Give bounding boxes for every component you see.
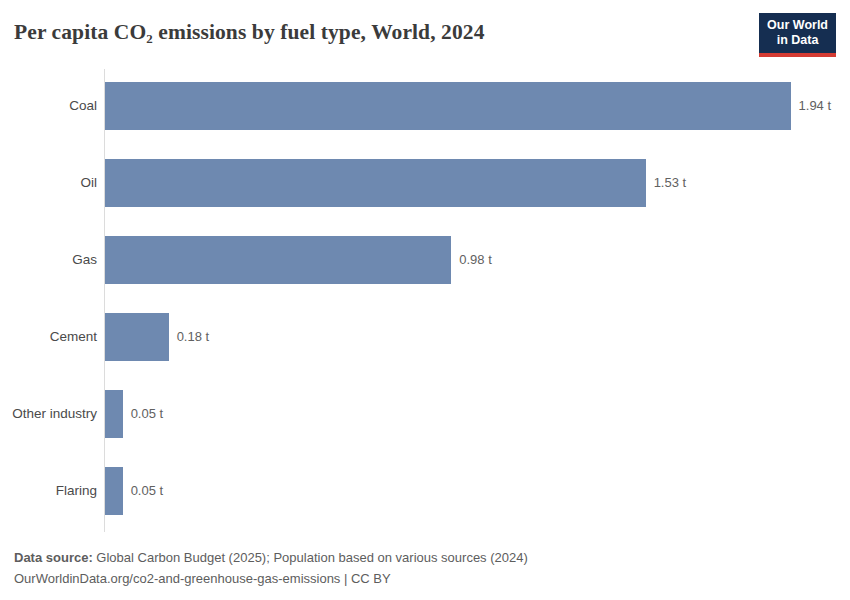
chart-row: Oil 1.53 t xyxy=(0,144,834,221)
data-source-line: Data source: Global Carbon Budget (2025)… xyxy=(14,547,836,568)
bar-track: 1.94 t xyxy=(105,82,834,130)
chart-row: Cement 0.18 t xyxy=(0,298,834,375)
chart-page: Per capita CO₂ emissions by fuel type, W… xyxy=(0,0,850,600)
bar[interactable] xyxy=(105,236,451,284)
data-source-text: Global Carbon Budget (2025); Population … xyxy=(93,550,528,565)
y-axis-line xyxy=(104,69,105,532)
bar-chart: Coal 1.94 t Oil 1.53 t Gas 0.98 t Cement 0.18 t… xyxy=(0,67,850,529)
bar[interactable] xyxy=(105,313,169,361)
bar-track: 0.05 t xyxy=(105,390,834,438)
value-label: 1.53 t xyxy=(654,175,687,190)
bar[interactable] xyxy=(105,82,791,130)
category-label: Gas xyxy=(0,252,105,267)
bar-track: 0.98 t xyxy=(105,236,834,284)
category-label: Oil xyxy=(0,175,105,190)
header: Per capita CO₂ emissions by fuel type, W… xyxy=(0,0,850,66)
data-source-label: Data source: xyxy=(14,550,93,565)
bar-rows: Coal 1.94 t Oil 1.53 t Gas 0.98 t Cement 0.18 t… xyxy=(0,67,834,529)
chart-row: Gas 0.98 t xyxy=(0,221,834,298)
value-label: 0.05 t xyxy=(131,483,164,498)
bar[interactable] xyxy=(105,467,123,515)
bar-track: 0.05 t xyxy=(105,467,834,515)
license-line[interactable]: OurWorldinData.org/co2-and-greenhouse-ga… xyxy=(14,568,836,589)
bar-track: 0.18 t xyxy=(105,313,834,361)
bar-track: 1.53 t xyxy=(105,159,834,207)
value-label: 0.05 t xyxy=(131,406,164,421)
value-label: 0.18 t xyxy=(177,329,210,344)
footer: Data source: Global Carbon Budget (2025)… xyxy=(0,529,850,589)
category-label: Other industry xyxy=(0,406,105,421)
chart-row: Coal 1.94 t xyxy=(0,67,834,144)
category-label: Flaring xyxy=(0,483,105,498)
owid-logo-line2: in Data xyxy=(767,33,828,48)
chart-row: Flaring 0.05 t xyxy=(0,452,834,529)
chart-row: Other industry 0.05 t xyxy=(0,375,834,452)
bar[interactable] xyxy=(105,390,123,438)
value-label: 0.98 t xyxy=(459,252,492,267)
owid-logo[interactable]: Our World in Data xyxy=(759,13,836,57)
value-label: 1.94 t xyxy=(799,98,832,113)
chart-title: Per capita CO₂ emissions by fuel type, W… xyxy=(14,11,485,45)
owid-logo-line1: Our World xyxy=(767,18,828,33)
category-label: Coal xyxy=(0,98,105,113)
category-label: Cement xyxy=(0,329,105,344)
bar[interactable] xyxy=(105,159,646,207)
